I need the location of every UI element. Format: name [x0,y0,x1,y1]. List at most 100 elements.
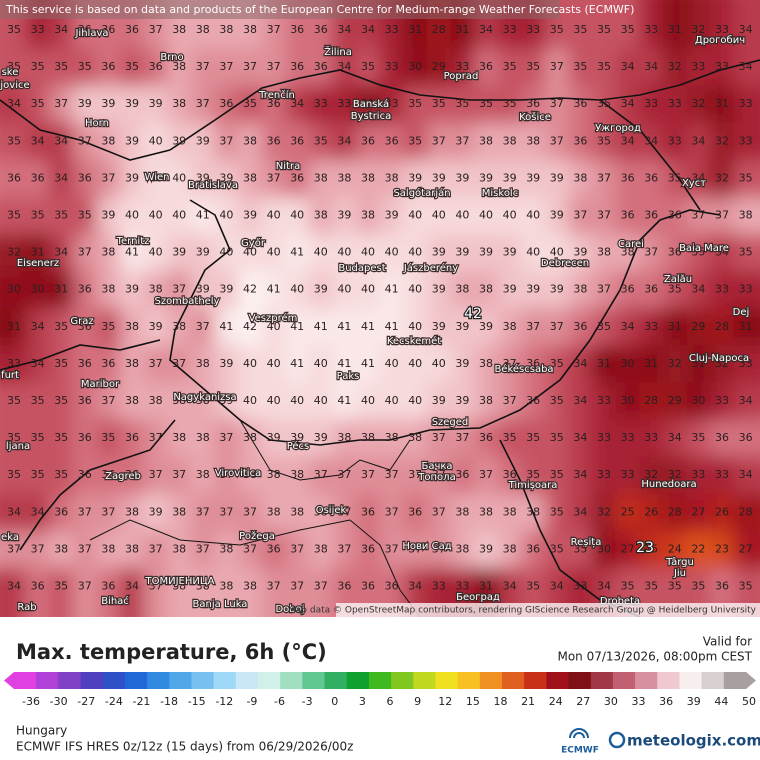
temp-cell [261,382,287,421]
temp-cell [356,382,381,421]
temp-cell [615,159,641,198]
place-label: Carei [618,239,644,250]
temp-cell [710,493,735,532]
place-label: Brno [160,52,183,63]
colorbar-tick-label: -30 [50,695,68,708]
grid-value: 37 [337,468,351,481]
temp-cell [450,345,476,384]
place-label: Bihać [101,595,129,607]
temp-cell [309,122,334,161]
grid-value: 39 [455,171,469,184]
ecmwf-text: ECMWF [561,746,599,756]
grid-value: 34 [644,60,658,73]
temp-cell [214,493,240,532]
temp-cell [25,234,51,273]
temp-cell [663,308,688,347]
grid-value: 39 [314,283,328,296]
temp-cell [73,159,98,198]
temp-cell [49,271,74,310]
grid-value: 38 [196,23,210,36]
colorbar-segment [191,672,215,689]
grid-value: 39 [526,283,540,296]
grid-value: 36 [503,468,517,481]
grid-value: 39 [455,394,469,407]
grid-value: 35 [54,431,68,444]
grid-value: 38 [172,431,186,444]
place-label: Szeged [432,417,469,428]
grid-value: 35 [54,320,68,333]
grid-value: 36 [219,97,233,110]
grid-value: 38 [172,542,186,555]
temp-cell [686,308,712,347]
grid-value: 33 [597,431,611,444]
grid-value: 40 [243,394,257,407]
temp-cell [261,159,287,198]
temp-cell [663,271,688,310]
temp-cell [686,345,712,384]
temp-cell [710,271,735,310]
colorbar-segment [124,672,148,689]
grid-value: 33 [739,134,753,147]
place-label: Нови Сад [402,541,451,552]
temp-cell [73,456,98,495]
grid-value: 33 [337,97,351,110]
grid-value: 30 [621,357,635,370]
grid-value: 39 [290,431,304,444]
temp-cell [285,122,310,161]
grid-value: 40 [408,283,422,296]
temp-cell [49,419,74,458]
border [499,439,641,617]
grid-value: 30 [621,394,635,407]
temp-cell [450,382,476,421]
grid-value: 35 [54,394,68,407]
grid-value: 38 [361,431,375,444]
grid-value: 39 [550,283,564,296]
grid-value: 40 [219,209,233,222]
temp-cell [120,382,145,421]
colorbar-tick-label: 30 [604,695,618,708]
temp-cell [403,48,428,87]
temp-cell [49,234,74,273]
temp-cell [497,85,523,124]
grid-value: 37 [101,505,115,518]
grid-value: 40 [432,357,446,370]
temp-cell [733,456,760,495]
place-label: Хуст [682,178,706,189]
grid-value: 37 [337,505,351,518]
grid-value: 36 [361,134,375,147]
brand[interactable]: meteologix.com [627,732,760,750]
temp-cell [615,456,641,495]
grid-value: 38 [479,283,493,296]
colorbar-tick-label: 0 [331,695,338,708]
grid-value: 38 [243,134,257,147]
grid-value: 35 [526,580,540,593]
temp-cell [309,382,334,421]
temp-cell [403,271,428,310]
temp-cell [403,456,428,495]
grid-value: 37 [149,542,163,555]
temp-cell [733,419,760,458]
temp-cell [285,456,310,495]
grid-value: 35 [361,60,375,73]
grid-value: 40 [408,357,422,370]
temp-cell [568,48,594,87]
grid-value: 41 [385,320,399,333]
grid-value: 38 [385,431,399,444]
colorbar-segment [368,672,392,689]
temp-cell [427,271,452,310]
grid-value: 39 [196,171,210,184]
grid-value: 35 [455,97,469,110]
meteologix-logo[interactable]: meteologix.com [608,732,760,750]
grid-value: 38 [125,320,139,333]
grid-value: 33 [715,60,729,73]
grid-value: 33 [314,97,328,110]
temp-cell [167,196,192,236]
grid-value: 33 [573,580,587,593]
grid-value: 39 [101,209,115,222]
temp-cell [615,308,641,347]
temp-cell [309,567,334,617]
grid-value: 37 [385,505,399,518]
temp-cell [191,85,216,124]
grid-value: 34 [691,283,705,296]
temp-cell [686,530,712,569]
